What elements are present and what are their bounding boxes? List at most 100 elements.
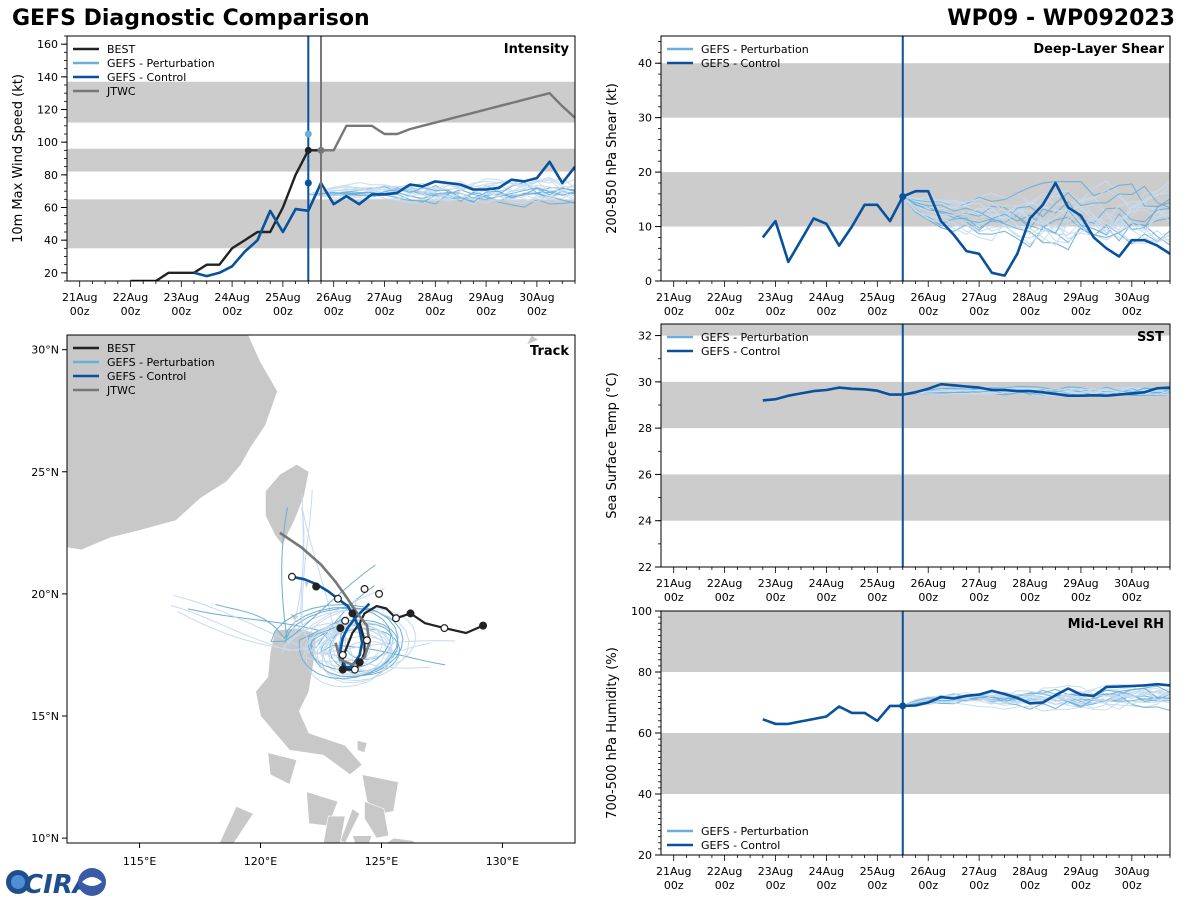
lon-tick-label: 115°E: [123, 855, 156, 868]
x-tick-label-hour: 00z: [867, 305, 887, 318]
y-tick-label: 28: [638, 422, 652, 435]
land-negros: [323, 815, 346, 843]
ensemble-track: [270, 564, 399, 680]
shear-y-axis-label: 200-850 hPa Shear (kt): [605, 83, 620, 234]
x-tick-label-day: 27Aug: [961, 291, 996, 304]
x-tick-label-hour: 00z: [969, 591, 989, 604]
jtwc-track-line: [279, 531, 371, 666]
x-tick-label-day: 26Aug: [910, 291, 945, 304]
ensemble-member-line: [902, 180, 1170, 213]
x-tick-label-hour: 00z: [817, 591, 837, 604]
ensemble-member-line: [902, 196, 1170, 244]
position-fix-marker: [479, 621, 488, 630]
ensemble-member-line: [308, 177, 575, 195]
position-fix-marker: [338, 665, 347, 674]
y-tick-label: 160: [37, 38, 58, 51]
lat-tick-label: 25°N: [31, 466, 59, 479]
y-tick-label: 80: [44, 169, 58, 182]
shear-panel: 01020304021Aug00z22Aug00z23Aug00z24Aug00…: [605, 35, 1171, 318]
shear-panel-title: Deep-Layer Shear: [1033, 42, 1164, 57]
legend-label-control: GEFS - Control: [701, 345, 780, 358]
position-fix-marker: [336, 624, 345, 633]
land-catanduanes: [357, 740, 368, 753]
x-tick-label-hour: 00z: [766, 305, 786, 318]
x-tick-label-hour: 00z: [1122, 305, 1142, 318]
ensemble-member-line: [902, 181, 1170, 208]
x-tick-label-hour: 00z: [918, 305, 938, 318]
lat-tick-label: 30°N: [31, 344, 59, 357]
x-tick-label-hour: 00z: [817, 305, 837, 318]
x-tick-label-hour: 00z: [664, 591, 684, 604]
land-taiwan: [265, 464, 310, 546]
x-tick-label-hour: 00z: [425, 305, 445, 318]
init-marker: [899, 193, 907, 201]
land-palawan: [219, 806, 254, 843]
y-tick-label: 32: [638, 330, 652, 343]
ensemble-member-line: [902, 196, 1170, 244]
x-tick-label-day: 23Aug: [758, 291, 793, 304]
legend-label-best: BEST: [107, 43, 135, 56]
ensemble-track: [281, 587, 393, 688]
lat-tick-label: 10°N: [31, 832, 59, 845]
y-tick-label: 40: [638, 788, 652, 801]
x-tick-label-day: 28Aug: [1012, 291, 1047, 304]
x-tick-label-hour: 00z: [715, 879, 735, 892]
position-fix-marker: [312, 582, 321, 591]
land-bohol: [351, 835, 373, 843]
x-tick-label-day: 29Aug: [1063, 865, 1098, 878]
position-fix-marker: [338, 650, 347, 659]
y-tick-label: 20: [44, 267, 58, 280]
x-tick-label-hour: 00z: [121, 305, 141, 318]
legend-label-perturbation: GEFS - Perturbation: [701, 331, 809, 344]
x-tick-label-day: 29Aug: [468, 291, 503, 304]
x-tick-label-day: 24Aug: [809, 865, 844, 878]
threshold-band: [661, 63, 1170, 118]
rh-plot-area: [661, 611, 1170, 794]
x-tick-label-hour: 00z: [70, 305, 90, 318]
x-tick-label-hour: 00z: [969, 879, 989, 892]
rh-panel: 2040608010021Aug00z22Aug00z23Aug00z24Aug…: [605, 605, 1171, 892]
storm-id-title: WP09 - WP092023: [947, 6, 1175, 31]
control-series-line: [193, 160, 575, 278]
y-tick-label: 100: [37, 136, 58, 149]
x-tick-label-hour: 00z: [1071, 591, 1091, 604]
y-tick-label: 30: [638, 376, 652, 389]
legend-label-control: GEFS - Control: [701, 839, 780, 852]
threshold-band: [661, 474, 1170, 521]
x-tick-label-day: 21Aug: [656, 577, 691, 590]
x-tick-label-hour: 00z: [1122, 879, 1142, 892]
x-tick-label-hour: 00z: [1020, 305, 1040, 318]
x-tick-label-day: 30Aug: [1114, 291, 1149, 304]
ensemble-member-line: [308, 187, 575, 203]
x-tick-label-hour: 00z: [171, 305, 191, 318]
position-fix-marker: [348, 609, 357, 618]
legend-label-best: BEST: [107, 342, 135, 355]
threshold-band: [661, 733, 1170, 794]
x-tick-label-hour: 00z: [273, 305, 293, 318]
land-batanes: [303, 581, 310, 590]
sst-axes-frame: [660, 323, 1171, 568]
y-tick-label: 22: [638, 561, 652, 574]
x-tick-label-day: 21Aug: [62, 291, 97, 304]
x-tick-label-hour: 00z: [1020, 879, 1040, 892]
position-fix-marker: [287, 572, 296, 581]
land-mindanao: [385, 837, 416, 843]
position-fix-marker: [333, 594, 342, 603]
position-fix-marker: [440, 624, 449, 633]
y-tick-label: 10: [638, 221, 652, 234]
y-tick-label: 120: [37, 104, 58, 117]
cira-logo: CIRA: [6, 868, 106, 898]
init-marker: [899, 702, 907, 710]
threshold-band: [661, 611, 1170, 672]
track-panel-title: Track: [530, 344, 569, 359]
x-tick-label-day: 28Aug: [1012, 577, 1047, 590]
x-tick-label-day: 29Aug: [1063, 577, 1098, 590]
x-tick-label-day: 22Aug: [707, 865, 742, 878]
y-tick-label: 24: [638, 515, 652, 528]
ensemble-member-line: [902, 699, 1170, 712]
x-tick-label-day: 27Aug: [961, 577, 996, 590]
legend-label-control: GEFS - Control: [107, 71, 186, 84]
land-ryukyu: [525, 335, 540, 346]
x-tick-label-hour: 00z: [867, 879, 887, 892]
ensemble-member-line: [902, 686, 1170, 707]
